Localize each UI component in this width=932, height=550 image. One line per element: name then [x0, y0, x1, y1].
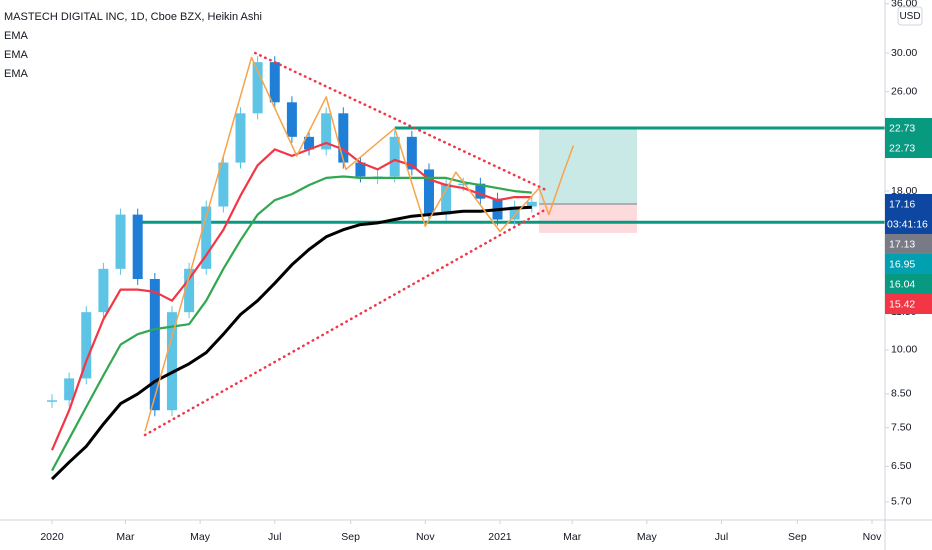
candle — [166, 312, 177, 411]
path-drawing — [144, 56, 575, 432]
y-tick-label: 7.50 — [891, 421, 912, 433]
price-label: 17.16 — [889, 198, 915, 210]
price-label: 22.73 — [889, 122, 915, 134]
currency-button[interactable] — [897, 6, 923, 26]
ema-line — [50, 141, 532, 451]
candle — [423, 169, 434, 215]
x-tick-label: Sep — [788, 531, 807, 543]
candle — [149, 279, 160, 411]
plot-area — [47, 51, 885, 481]
x-tick-label: 2020 — [40, 531, 64, 543]
currency-label[interactable]: USD — [899, 11, 920, 22]
candle — [475, 183, 486, 199]
candle — [509, 206, 520, 220]
y-tick-label: 18.00 — [891, 185, 917, 197]
y-tick-label: 26.00 — [891, 85, 917, 97]
x-tick-label: May — [637, 531, 658, 543]
price-label: 16.95 — [889, 258, 915, 270]
x-tick-label: Jul — [715, 531, 728, 543]
x-tick-label: Jul — [268, 531, 281, 543]
x-tick-label: Mar — [116, 531, 135, 543]
x-tick-label: Nov — [416, 531, 435, 543]
candle — [304, 136, 315, 150]
candle — [389, 136, 400, 177]
x-tick-label: 2021 — [488, 531, 512, 543]
y-tick-label: 8.50 — [891, 388, 912, 400]
x-tick-label: Mar — [563, 531, 582, 543]
y-tick-label: 5.70 — [891, 496, 912, 508]
chart-title: MASTECH DIGITAL INC, 1D, Cboe BZX, Heiki… — [4, 11, 262, 23]
price-label: 16.04 — [889, 278, 915, 290]
price-label: 22.73 — [889, 142, 915, 154]
candle — [355, 162, 366, 177]
candle — [132, 214, 143, 280]
price-label-box — [885, 118, 932, 139]
candle — [184, 268, 195, 313]
x-tick-label: Nov — [863, 531, 882, 543]
candle — [338, 113, 349, 163]
candle — [406, 136, 417, 170]
price-label-box — [885, 233, 932, 254]
price-label: 17.13 — [889, 238, 915, 250]
countdown-label: 03:41:16 — [887, 218, 928, 230]
candle — [252, 62, 263, 114]
price-label: 15.42 — [889, 298, 915, 310]
candle — [441, 183, 452, 215]
y-tick-label: 10.00 — [891, 344, 917, 356]
candle — [321, 113, 332, 150]
candle — [218, 162, 229, 207]
position-target-zone — [539, 128, 638, 204]
price-label-box — [885, 193, 932, 234]
candle — [269, 62, 280, 103]
y-tick-label: 6.50 — [891, 460, 912, 472]
price-label-box — [885, 253, 932, 274]
x-tick-label: Sep — [341, 531, 360, 543]
trendline — [143, 208, 547, 437]
price-label-box — [885, 273, 932, 294]
indicator-label: EMA — [4, 30, 29, 42]
candle — [235, 113, 246, 163]
candle — [81, 312, 92, 379]
candle — [98, 268, 109, 313]
x-tick-label: May — [190, 531, 211, 543]
candle — [526, 201, 537, 207]
candle — [115, 214, 126, 269]
y-tick-label: 36.00 — [891, 0, 917, 10]
candle — [458, 183, 469, 186]
position-stop-zone — [539, 203, 638, 233]
ema-line — [50, 205, 532, 481]
candle — [64, 378, 75, 401]
price-label-box — [885, 293, 932, 314]
indicator-label: EMA — [4, 49, 29, 61]
y-tick-label: 30.00 — [891, 47, 917, 59]
candle — [201, 206, 212, 269]
trendline — [253, 51, 547, 191]
price-label-box — [885, 138, 932, 159]
candle — [286, 102, 297, 137]
candle — [47, 400, 58, 402]
indicator-label: EMA — [4, 68, 29, 80]
